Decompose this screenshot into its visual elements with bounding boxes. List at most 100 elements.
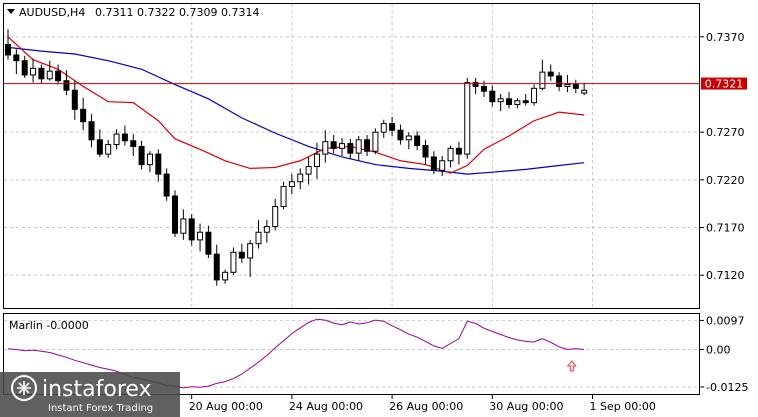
candle-body (339, 143, 345, 149)
price-axis: 0.7370 0.7270 0.7220 0.7170 0.7120 (700, 31, 745, 282)
candle-body (88, 121, 95, 141)
candle-body (330, 141, 337, 149)
x-tick-label: 20 Aug 00:00 (189, 400, 263, 413)
indicator-axis: 0.0097 0.00 -0.0125 (700, 314, 748, 394)
candle-body (380, 123, 387, 133)
oscillator-line (7, 318, 585, 389)
y-tick-label: 0.7370 (706, 31, 745, 44)
x-tick-label: 30 Aug 00:00 (489, 400, 563, 413)
candle-body (464, 82, 471, 155)
candle-body (572, 84, 579, 89)
candle-body (180, 218, 187, 234)
candle-body (539, 71, 546, 89)
brand-logo-mark (17, 381, 31, 395)
symbol-label: AUDUSD,H4 (19, 6, 85, 19)
candle-body (347, 143, 354, 154)
candle-body (230, 251, 237, 273)
ohlc-values: 0.7311 0.7322 0.7309 0.7314 (95, 6, 259, 19)
candle-body (263, 226, 270, 233)
candle-body (506, 98, 512, 106)
x-tick-label: 1 Sep 00:00 (590, 400, 656, 413)
y-tick-label: 0.7270 (706, 126, 745, 139)
candle-body (46, 70, 53, 80)
candle-body (63, 80, 70, 91)
candle-body (297, 173, 304, 183)
candle-body (21, 60, 28, 76)
candle-body (213, 253, 220, 281)
candle-body (188, 218, 195, 241)
osc-tick-label: 0.0097 (706, 314, 745, 327)
candle-body (155, 153, 162, 175)
candle-body (71, 89, 78, 110)
price-panel (3, 3, 700, 309)
candle-body (113, 133, 120, 146)
candle-body (322, 141, 329, 155)
candle-body (430, 156, 437, 171)
candle-body (514, 100, 521, 106)
candle-body (130, 140, 137, 147)
brand-name: instaforex (42, 377, 152, 402)
watermark-bg (0, 372, 180, 417)
time-grid (191, 4, 593, 308)
candle-body (205, 231, 212, 255)
candle-body (163, 173, 170, 197)
candle-body (531, 87, 538, 104)
candle-body (397, 129, 404, 141)
candle-body (355, 139, 362, 154)
candle-body (80, 108, 87, 123)
candle-body (564, 84, 571, 87)
candle-body (497, 98, 504, 103)
candles (5, 29, 588, 286)
brand-tagline: Instant Forex Trading (48, 403, 153, 414)
dropdown-arrow-icon[interactable] (7, 9, 15, 14)
candle-body (439, 160, 446, 171)
candle-body (38, 67, 45, 80)
osc-tick-label: 0.00 (706, 344, 731, 357)
y-tick-label: 0.7120 (706, 269, 745, 282)
candle-body (146, 153, 153, 166)
candle-body (280, 186, 287, 208)
candle-body (272, 206, 279, 228)
y-tick-label: 0.7170 (706, 221, 745, 234)
ma-fast-line (7, 36, 585, 174)
candle-body (305, 165, 312, 175)
candle-body (447, 147, 454, 162)
candle-body (247, 243, 254, 259)
osc-tick-label: -0.0125 (706, 381, 748, 394)
watermark: instaforex Instant Forex Trading (0, 372, 180, 417)
candle-body (255, 231, 262, 245)
candle-body (96, 139, 103, 155)
candle-body (313, 153, 320, 167)
candle-body (489, 90, 496, 103)
candle-body (30, 67, 37, 76)
candle-body (105, 144, 112, 155)
up-arrow-icon (566, 360, 577, 372)
candle-body (422, 145, 429, 158)
candle-body (414, 135, 421, 147)
brand-logo-icon (11, 375, 37, 401)
candle-body (522, 100, 529, 104)
candle-body (13, 54, 20, 62)
candle-body (455, 147, 462, 155)
current-price-tag (701, 77, 747, 90)
ma-slow-line (7, 46, 585, 175)
candle-body (55, 70, 62, 82)
current-price-label: 0.7321 (705, 78, 744, 91)
x-tick-label: 24 Aug 00:00 (289, 400, 363, 413)
y-tick-label: 0.7220 (706, 174, 745, 187)
candle-body (547, 71, 554, 77)
candle-body (405, 135, 412, 141)
time-axis: 20 Aug 00:00 24 Aug 00:00 26 Aug 00:00 30 A… (189, 395, 656, 413)
candle-body (556, 75, 563, 87)
candle-body (222, 271, 229, 281)
candle-body (389, 123, 396, 131)
x-tick-label: 26 Aug 00:00 (389, 400, 463, 413)
candle-body (480, 85, 487, 92)
candle-body (172, 195, 178, 234)
candle-body (364, 139, 371, 152)
candle-body (372, 131, 379, 152)
candle-body (197, 231, 204, 241)
candle-body (121, 133, 128, 142)
candle-body (288, 181, 295, 187)
